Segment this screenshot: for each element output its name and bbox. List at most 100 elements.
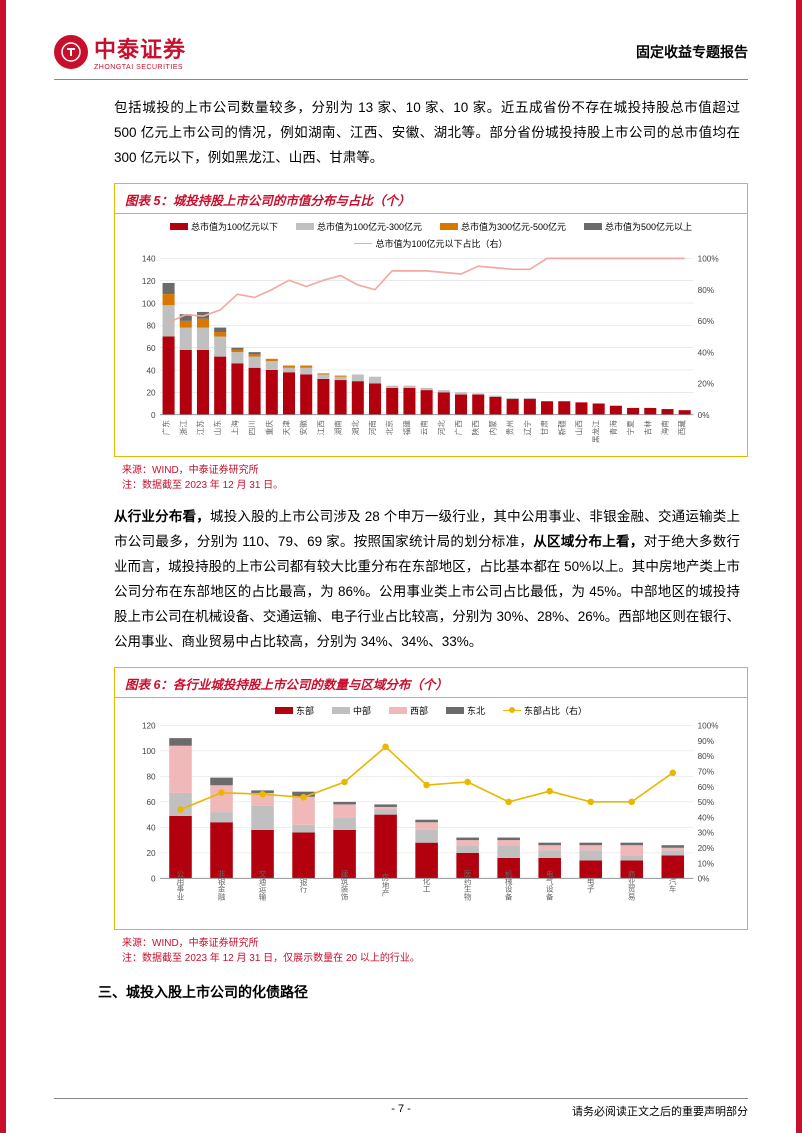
svg-text:0: 0 bbox=[151, 411, 156, 420]
svg-text:广西: 广西 bbox=[453, 420, 463, 436]
svg-text:交通运输: 交通运输 bbox=[258, 868, 267, 901]
svg-text:100: 100 bbox=[142, 747, 156, 756]
svg-text:天津: 天津 bbox=[281, 420, 291, 436]
svg-text:机械设备: 机械设备 bbox=[504, 868, 513, 901]
svg-text:江苏: 江苏 bbox=[195, 420, 205, 436]
svg-text:20%: 20% bbox=[698, 844, 714, 853]
svg-text:40%: 40% bbox=[698, 348, 714, 357]
section-3-heading: 三、城投入股上市公司的化债路径 bbox=[54, 982, 748, 1002]
svg-text:西藏: 西藏 bbox=[677, 420, 687, 436]
svg-text:宁夏: 宁夏 bbox=[625, 420, 635, 436]
chart5-note-text: 注：数据截至 2023 年 12 月 31 日。 bbox=[122, 480, 283, 491]
svg-text:120: 120 bbox=[142, 277, 156, 286]
svg-text:海南: 海南 bbox=[659, 420, 669, 436]
svg-text:云南: 云南 bbox=[419, 420, 429, 436]
para2-bold-c: 从区域分布上看， bbox=[533, 534, 643, 549]
svg-text:20%: 20% bbox=[698, 380, 714, 389]
svg-text:河南: 河南 bbox=[367, 420, 377, 436]
chart6-note-text: 注：数据截至 2023 年 12 月 31 日，仅展示数量在 20 以上的行业。 bbox=[122, 953, 420, 964]
logo: 中泰证券 ZHONGTAI SECURITIES bbox=[54, 32, 186, 71]
logo-text-en: ZHONGTAI SECURITIES bbox=[94, 64, 186, 71]
chart6-title: 图表 6：各行业城投持股上市公司的数量与区域分布（个） bbox=[115, 668, 747, 698]
svg-text:重庆: 重庆 bbox=[264, 420, 274, 436]
chart6-svg: 0 20 40 60 80 100 120 0% 10% 20% 30% 40% 50% 60% 70% 80… bbox=[125, 721, 737, 918]
chart5-container: 图表 5：城投持股上市公司的市值分布与占比（个） 总市值为100亿元以下总市值为… bbox=[114, 183, 748, 457]
svg-text:黑龙江: 黑龙江 bbox=[591, 420, 601, 443]
para2-text-d: 对于绝大多数行业而言，城投持股的上市公司都有较大比重分布在东部地区，占比基本都在… bbox=[114, 534, 740, 649]
svg-text:0%: 0% bbox=[698, 411, 710, 420]
svg-text:甘肃: 甘肃 bbox=[539, 420, 549, 436]
chart6-legend: 东部中部西部东北东部占比（右） bbox=[125, 704, 737, 717]
svg-text:40%: 40% bbox=[698, 813, 714, 822]
svg-text:浙江: 浙江 bbox=[178, 420, 188, 436]
svg-text:吉林: 吉林 bbox=[642, 420, 652, 436]
chart6-container: 图表 6：各行业城投持股上市公司的数量与区域分布（个） 东部中部西部东北东部占比… bbox=[114, 667, 748, 930]
svg-text:辽宁: 辽宁 bbox=[522, 420, 532, 436]
logo-icon bbox=[54, 35, 88, 69]
svg-text:湖南: 湖南 bbox=[333, 420, 343, 436]
svg-text:建筑装饰: 建筑装饰 bbox=[340, 868, 349, 901]
svg-text:0%: 0% bbox=[698, 875, 710, 884]
svg-text:50%: 50% bbox=[698, 798, 714, 807]
svg-text:湖北: 湖北 bbox=[351, 420, 360, 436]
svg-text:60: 60 bbox=[146, 344, 156, 353]
svg-text:140: 140 bbox=[142, 255, 156, 264]
paragraph-1: 包括城投的上市公司数量较多，分别为 13 家、10 家、10 家。近五成省份不存… bbox=[54, 96, 748, 171]
svg-text:100%: 100% bbox=[698, 255, 719, 264]
logo-text-cn: 中泰证券 bbox=[94, 32, 186, 64]
svg-text:北京: 北京 bbox=[384, 420, 394, 436]
svg-text:四川: 四川 bbox=[248, 420, 257, 435]
svg-text:80: 80 bbox=[146, 322, 156, 331]
svg-text:福建: 福建 bbox=[401, 420, 411, 436]
svg-text:贵州: 贵州 bbox=[505, 420, 515, 435]
svg-text:60: 60 bbox=[147, 798, 157, 807]
footer-disclaimer: 请务必阅读正文之后的重要声明部分 bbox=[572, 1103, 748, 1119]
svg-text:80%: 80% bbox=[698, 752, 714, 761]
svg-text:60%: 60% bbox=[698, 317, 714, 326]
page-header: 中泰证券 ZHONGTAI SECURITIES 固定收益专题报告 bbox=[54, 32, 748, 80]
svg-text:上海: 上海 bbox=[229, 420, 239, 436]
svg-text:90%: 90% bbox=[698, 737, 714, 746]
svg-text:100%: 100% bbox=[698, 722, 719, 731]
svg-text:青海: 青海 bbox=[608, 420, 618, 436]
svg-text:河北: 河北 bbox=[437, 420, 446, 436]
svg-text:30%: 30% bbox=[698, 829, 714, 838]
svg-text:70%: 70% bbox=[698, 768, 714, 777]
svg-text:60%: 60% bbox=[698, 783, 714, 792]
svg-text:40: 40 bbox=[146, 366, 156, 375]
chart5-legend: 总市值为100亿元以下总市值为100亿元-300亿元总市值为300亿元-500亿… bbox=[125, 220, 737, 250]
svg-text:电气设备: 电气设备 bbox=[545, 868, 554, 901]
svg-text:80: 80 bbox=[147, 773, 157, 782]
chart5-svg: 0 20 40 60 80 100 120 140 0% 20% 40% 60% 80% 100% 广东浙江… bbox=[125, 254, 737, 445]
svg-text:40: 40 bbox=[147, 824, 157, 833]
svg-text:公用事业: 公用事业 bbox=[176, 870, 185, 901]
svg-text:80%: 80% bbox=[698, 286, 714, 295]
svg-text:房地产: 房地产 bbox=[381, 872, 390, 897]
page-footer: - 7 - 请务必阅读正文之后的重要声明部分 bbox=[54, 1098, 748, 1119]
svg-text:20: 20 bbox=[146, 389, 156, 398]
svg-text:陕西: 陕西 bbox=[470, 420, 480, 436]
paragraph-2: 从行业分布看，城投入股的上市公司涉及 28 个申万一级行业，其中公用事业、非银金… bbox=[54, 505, 748, 655]
svg-text:120: 120 bbox=[142, 722, 156, 731]
svg-text:100: 100 bbox=[142, 299, 156, 308]
svg-text:安徽: 安徽 bbox=[298, 420, 308, 436]
svg-text:内蒙: 内蒙 bbox=[487, 420, 497, 436]
svg-text:山西: 山西 bbox=[573, 420, 583, 436]
svg-text:商业贸易: 商业贸易 bbox=[627, 868, 636, 901]
chart5-source-text: 来源：WIND，中泰证券研究所 bbox=[122, 465, 259, 476]
chart5-source: 来源：WIND，中泰证券研究所 注：数据截至 2023 年 12 月 31 日。 bbox=[54, 463, 748, 493]
svg-text:0: 0 bbox=[151, 875, 156, 884]
svg-text:新疆: 新疆 bbox=[556, 420, 566, 436]
para2-bold-a: 从行业分布看， bbox=[114, 509, 210, 524]
svg-text:20: 20 bbox=[147, 849, 157, 858]
svg-text:山东: 山东 bbox=[212, 420, 222, 436]
svg-text:江西: 江西 bbox=[316, 420, 325, 436]
chart6-source-text: 来源：WIND，中泰证券研究所 bbox=[122, 938, 259, 949]
page-number: - 7 - bbox=[391, 1103, 411, 1115]
report-type: 固定收益专题报告 bbox=[636, 42, 748, 62]
svg-text:医药生物: 医药生物 bbox=[463, 869, 472, 901]
chart5-title: 图表 5：城投持股上市公司的市值分布与占比（个） bbox=[115, 184, 747, 214]
svg-text:非银金融: 非银金融 bbox=[217, 868, 226, 901]
svg-text:广东: 广东 bbox=[161, 420, 171, 436]
svg-text:10%: 10% bbox=[698, 859, 714, 868]
